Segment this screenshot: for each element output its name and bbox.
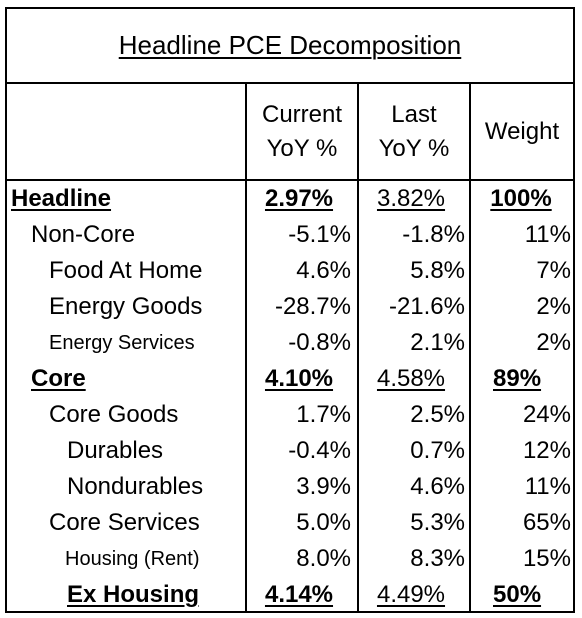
weight-value: 100% [490, 185, 552, 212]
table-row: Non-Core -5.1% -1.8% 11% [7, 217, 573, 253]
last-value: 2.5% [410, 401, 465, 428]
current-value: 2.97% [264, 185, 334, 212]
table-row: Housing (Rent) 8.0% 8.3% 15% [7, 541, 573, 577]
header-row: Current YoY % Last YoY % Weight [7, 84, 573, 181]
current-value: -28.7% [274, 293, 351, 320]
last-value: -21.6% [388, 293, 465, 320]
current-value: 8.0% [296, 545, 351, 572]
weight-value: 65% [522, 509, 571, 536]
table-row: Nondurables 3.9% 4.6% 11% [7, 469, 573, 505]
current-value: 5.0% [296, 509, 351, 536]
current-value: 1.7% [296, 401, 351, 428]
weight-value: 89% [493, 365, 542, 392]
last-value: 5.3% [410, 509, 465, 536]
last-value: 2.1% [410, 329, 465, 356]
title-row: Headline PCE Decomposition [7, 9, 573, 84]
weight-value: 24% [522, 401, 571, 428]
current-value: -5.1% [288, 221, 351, 248]
header-current-line2: YoY % [266, 134, 338, 162]
current-value: 4.14% [264, 581, 334, 608]
current-value: 4.10% [264, 365, 334, 392]
last-value: -1.8% [402, 221, 465, 248]
weight-value: 2% [536, 293, 571, 320]
last-value: 3.82% [376, 185, 446, 212]
pce-table: Headline PCE Decomposition Current YoY %… [5, 7, 575, 613]
table-row: Energy Goods -28.7% -21.6% 2% [7, 289, 573, 325]
table-row: Core Goods 1.7% 2.5% 24% [7, 397, 573, 433]
row-label: Core [31, 365, 86, 392]
last-value: 8.3% [410, 545, 465, 572]
row-label: Core Services [49, 509, 200, 536]
last-value: 0.7% [410, 437, 465, 464]
weight-value: 15% [522, 545, 571, 572]
row-label: Housing (Rent) [65, 548, 200, 570]
table-row: Durables -0.4% 0.7% 12% [7, 433, 573, 469]
row-label: Core Goods [49, 401, 179, 428]
table-row: Energy Services -0.8% 2.1% 2% [7, 325, 573, 361]
table-row: Headline 2.97% 3.82% 100% [7, 181, 573, 217]
weight-value: 7% [536, 257, 571, 284]
header-weight-label: Weight [484, 117, 560, 145]
table-title: Headline PCE Decomposition [118, 30, 462, 60]
table-row: Food At Home 4.6% 5.8% 7% [7, 253, 573, 289]
table-row: Core 4.10% 4.58% 89% [7, 361, 573, 397]
row-label: Headline [11, 185, 112, 212]
header-last: Last YoY % [359, 84, 469, 179]
header-last-line2: YoY % [378, 134, 450, 162]
row-label: Ex Housing [67, 581, 200, 608]
row-label: Energy Services [49, 332, 195, 354]
last-value: 4.49% [376, 581, 446, 608]
row-label: Food At Home [49, 257, 203, 284]
current-value: -0.4% [288, 437, 351, 464]
row-label: Energy Goods [49, 293, 203, 320]
last-value: 4.58% [376, 365, 446, 392]
weight-value: 12% [522, 437, 571, 464]
last-value: 4.6% [410, 473, 465, 500]
weight-value: 50% [493, 581, 542, 608]
last-value: 5.8% [410, 257, 465, 284]
table-row: Core Services 5.0% 5.3% 65% [7, 505, 573, 541]
row-label: Nondurables [67, 473, 204, 500]
row-label: Non-Core [31, 221, 136, 248]
header-current-line1: Current [261, 100, 343, 128]
row-label: Durables [67, 437, 164, 464]
current-value: 4.6% [296, 257, 351, 284]
current-value: -0.8% [288, 329, 351, 356]
current-value: 3.9% [296, 473, 351, 500]
header-weight: Weight [471, 84, 573, 179]
column-divider [245, 84, 247, 611]
weight-value: 11% [524, 473, 571, 500]
column-divider [469, 84, 471, 611]
table-row: Ex Housing 4.14% 4.49% 50% [7, 577, 573, 613]
header-last-line1: Last [391, 100, 437, 128]
header-current: Current YoY % [247, 84, 357, 179]
column-divider [357, 84, 359, 611]
weight-value: 11% [524, 221, 571, 248]
weight-value: 2% [536, 329, 571, 356]
